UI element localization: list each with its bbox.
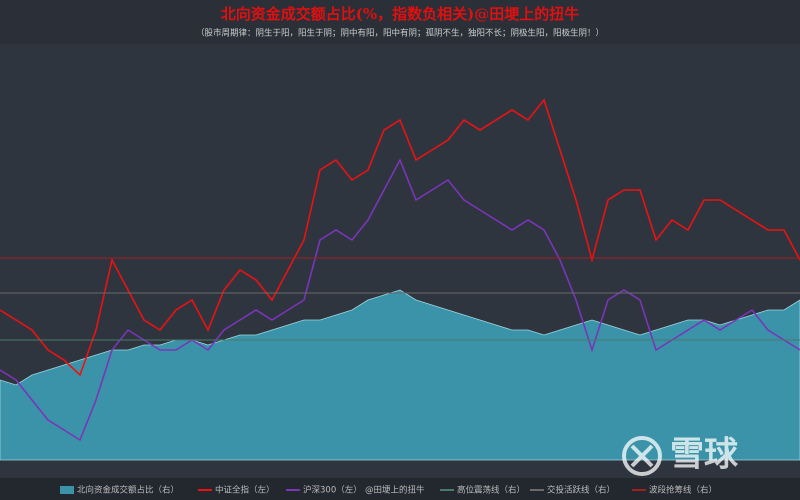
- legend-label: 北向资金成交额占比（右）: [77, 485, 179, 496]
- legend-band: [0, 478, 800, 500]
- line: [0, 158, 800, 442]
- legend-label: 高位震荡线（右）: [457, 485, 525, 496]
- legend: 北向资金成交额占比（右） 中证全指（左） 沪深300（左） @田埂上的扭牛 高位震荡线（…: [60, 485, 717, 496]
- legend-label: 波段抢筹线（右）: [649, 485, 717, 496]
- legend-label: 沪深300（左）: [303, 485, 362, 496]
- chart-title: 北向资金成交额占比(%，指数负相关)@田埂上的扭牛: [221, 5, 579, 23]
- plot: [0, 98, 800, 461]
- line: [0, 98, 800, 377]
- chart-subtitle: （股市周期律：阴生于阳，阳生于阴；阴中有阳，阳中有阴；孤阴不生，独阳不长；阴极生…: [196, 28, 604, 39]
- area: [0, 289, 800, 461]
- legend-swatch: [60, 486, 74, 494]
- watermark-icon: [622, 436, 662, 476]
- legend-label: 交投活跃线（右）: [547, 485, 615, 496]
- watermark: 雪球: [670, 435, 739, 475]
- title-band: [0, 0, 800, 44]
- legend-label: 中证全指（左）: [215, 485, 275, 496]
- legend-label: @田埂上的扭牛: [365, 485, 425, 496]
